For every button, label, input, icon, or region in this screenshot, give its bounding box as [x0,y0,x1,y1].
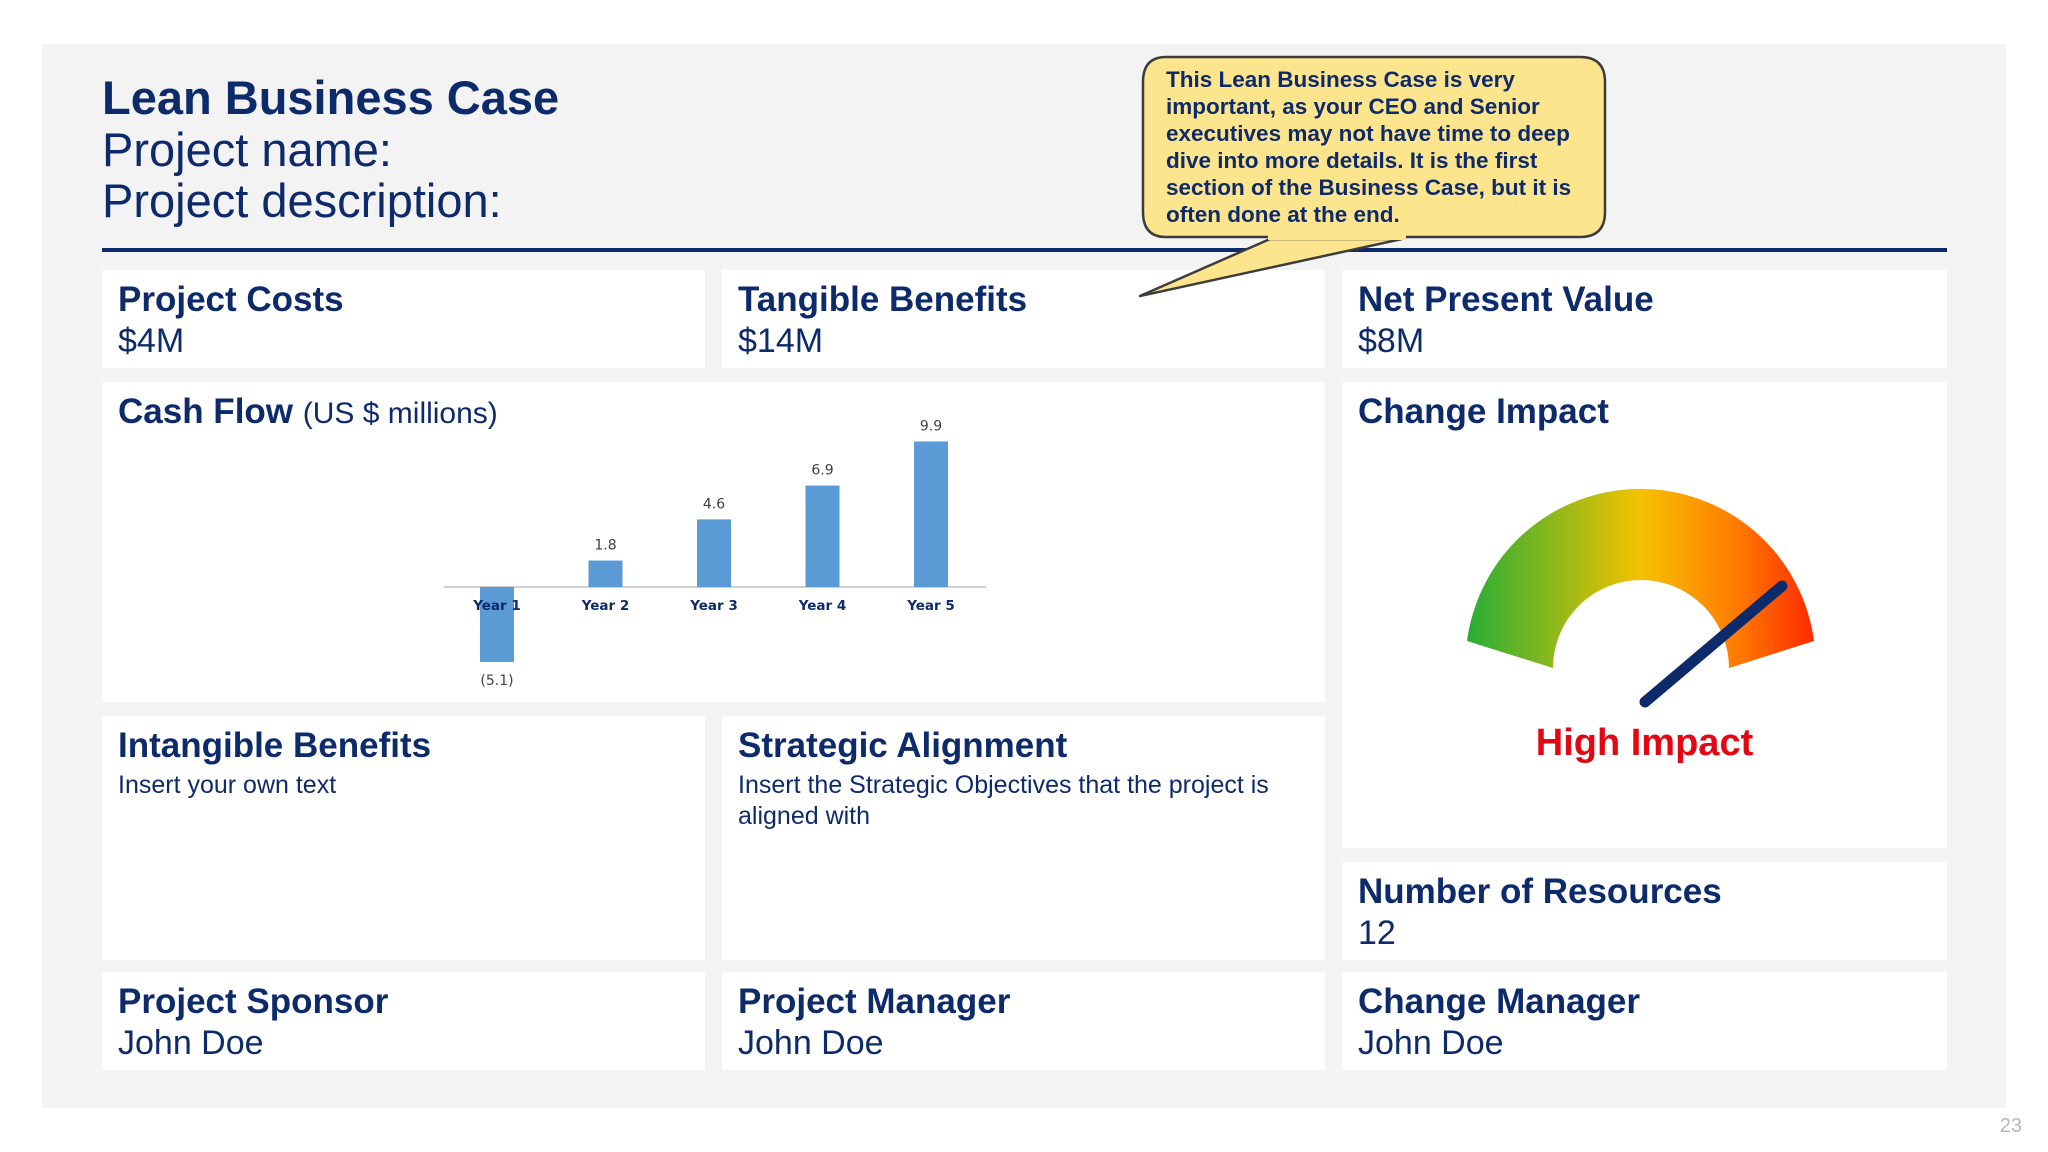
tangible-benefits-value: $14M [738,322,824,360]
callout-pointer [1138,232,1406,298]
strategic-alignment-card: Strategic Alignment Insert the Strategic… [722,716,1325,960]
manager-title: Project Manager [738,982,1011,1021]
page-header: Lean Business Case Project name: Project… [102,71,560,227]
data-label: 9.9 [920,418,942,434]
data-label: 1.8 [594,538,616,554]
data-label: 6.9 [811,463,833,479]
cash-flow-title: Cash Flow (US $ millions) [118,392,498,432]
callout-shape [1141,55,1607,240]
manager-value: John Doe [738,1024,884,1062]
category-label: Year 3 [689,598,738,614]
change-manager-value: John Doe [1358,1024,1504,1062]
bar-year-3 [697,519,731,587]
bar-year-2 [588,560,623,587]
sponsor-value: John Doe [118,1024,264,1062]
bar-year-1 [480,587,514,662]
callout-text: This Lean Business Case is very importan… [1166,67,1572,227]
sponsor-card: Project Sponsor John Doe [102,972,705,1070]
npv-title: Net Present Value [1358,280,1654,319]
category-label: Year 4 [798,598,847,614]
project-costs-value: $4M [118,322,185,360]
change-impact-card: Change Impact High Impact [1342,382,1947,848]
bar-year-5 [914,441,948,587]
project-name-label: Project name: [102,123,392,176]
npv-card: Net Present Value $8M [1342,270,1947,368]
callout-bubble [1141,55,1607,240]
manager-card: Project Manager John Doe [722,972,1325,1070]
cash-flow-unit: (US $ millions) [302,397,498,430]
change-impact-title: Change Impact [1358,392,1609,431]
tangible-benefits-card: Tangible Benefits $14M [722,270,1325,368]
data-label: (5.1) [480,673,513,689]
resources-title: Number of Resources [1358,872,1722,911]
data-label: 4.6 [703,496,725,512]
resources-card: Number of Resources 12 [1342,862,1947,960]
project-description-label: Project description: [102,174,502,227]
change-manager-title: Change Manager [1358,982,1640,1021]
page-title: Lean Business Case [102,71,560,124]
gauge-needle [1639,580,1788,708]
category-label: Year 5 [906,598,955,614]
impact-level-label: High Impact [1535,722,1754,764]
sponsor-title: Project Sponsor [118,982,389,1021]
cash-flow-card: Cash Flow (US $ millions) (5.1) Year 1 1.8… [102,382,1325,702]
strategic-alignment-text: Insert the Strategic Objectives that the… [738,771,1269,830]
category-label: Year 1 [472,598,521,614]
impact-gauge [1467,488,1814,708]
page-number: 23 [1999,1115,2022,1137]
header-divider [102,248,1947,252]
resources-value: 12 [1358,914,1396,952]
npv-value: $8M [1358,322,1425,360]
category-label: Year 2 [581,598,630,614]
cash-flow-chart: (5.1) Year 1 1.8 Year 2 4.6 Year 3 6.9 Year 4 9.… [444,418,986,689]
strategic-alignment-title: Strategic Alignment [738,726,1068,765]
bar-year-4 [805,485,840,587]
cash-flow-title-text: Cash Flow [118,392,294,431]
gauge-arc [1467,488,1814,668]
project-costs-title: Project Costs [118,280,344,319]
tangible-benefits-title: Tangible Benefits [738,280,1028,319]
change-manager-card: Change Manager John Doe [1342,972,1947,1070]
intangible-benefits-text: Insert your own text [118,771,337,799]
intangible-benefits-card: Intangible Benefits Insert your own text [102,716,705,960]
intangible-benefits-title: Intangible Benefits [118,726,432,765]
project-costs-card: Project Costs $4M [102,270,705,368]
